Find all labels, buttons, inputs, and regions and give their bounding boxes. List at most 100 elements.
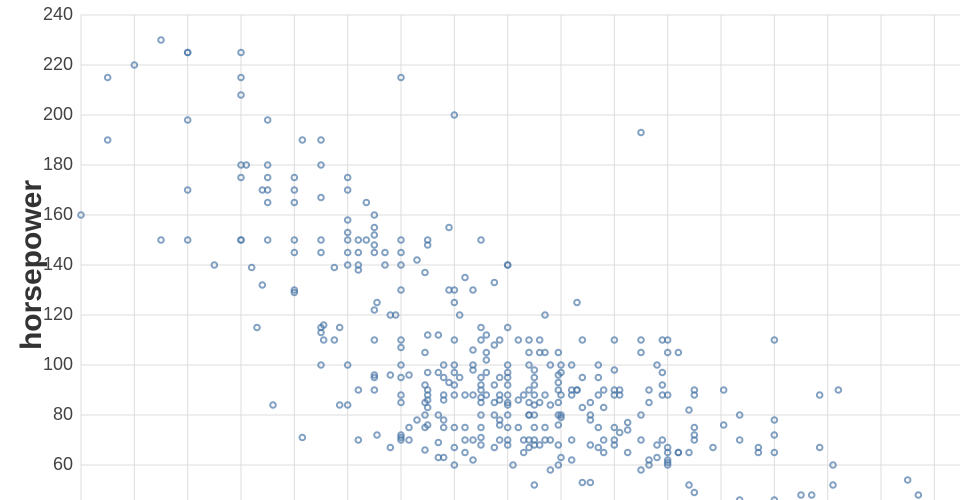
point [370,386,379,394]
point [477,386,485,394]
point [397,236,405,244]
point [469,286,477,294]
point [567,436,576,444]
point [663,443,672,452]
point [554,398,563,407]
point [578,373,587,382]
point [423,403,432,412]
point [450,443,459,452]
point [610,336,619,344]
point [573,386,581,394]
point [599,436,608,444]
point [557,413,565,422]
point [685,481,693,489]
point [637,436,645,444]
point [263,236,272,244]
point [290,248,299,257]
point [578,336,587,344]
point [546,466,555,474]
point [455,311,464,319]
point [439,361,448,369]
point [525,386,533,394]
y-tick-label: 120 [43,304,73,324]
point [719,421,728,429]
point [237,91,245,99]
point [770,416,779,424]
point [469,456,477,464]
point [495,396,504,404]
point [594,361,603,369]
point [450,381,459,389]
point [797,491,805,499]
point [391,311,400,319]
point [354,436,363,444]
point [482,391,491,399]
point [290,173,299,182]
point [370,211,379,219]
point [735,436,744,444]
point [578,403,587,412]
point [770,448,779,457]
point [183,236,192,244]
point [525,348,533,357]
point [421,348,429,357]
point [469,366,477,374]
point [525,361,533,369]
point [183,116,192,124]
point [623,418,632,427]
point [567,361,576,369]
point [477,411,485,419]
point [439,396,448,404]
point [354,386,363,394]
point [530,391,539,399]
point [330,263,339,272]
point [370,231,379,239]
point [807,491,816,499]
point [645,456,653,464]
point [450,286,459,294]
point [495,336,504,344]
point [450,111,459,119]
point [674,348,683,357]
point [343,401,352,409]
point [237,48,245,57]
point [519,391,528,399]
point [599,448,608,457]
point [503,323,512,332]
point [770,336,779,344]
point [546,401,555,409]
point [663,336,672,344]
point [386,371,395,379]
point [815,391,824,399]
point [770,496,779,500]
point [578,478,587,487]
point [362,198,371,207]
point [554,421,563,429]
point [645,398,653,407]
point [335,401,344,409]
point [343,216,352,224]
point [477,433,485,442]
point [514,423,523,432]
point [490,381,499,389]
point [237,173,245,182]
point [503,391,512,399]
point [405,436,413,444]
point [690,423,699,432]
point [623,448,632,457]
y-tick-label: 200 [43,104,73,124]
point [535,398,544,407]
point [263,186,272,194]
point [663,348,672,357]
point [317,161,325,169]
point [477,236,485,244]
point [413,416,421,424]
point [269,401,277,409]
point [103,136,112,144]
point [573,298,581,307]
point [586,416,595,424]
point [530,373,539,382]
point [653,441,661,449]
point [370,223,379,232]
point [434,331,443,339]
